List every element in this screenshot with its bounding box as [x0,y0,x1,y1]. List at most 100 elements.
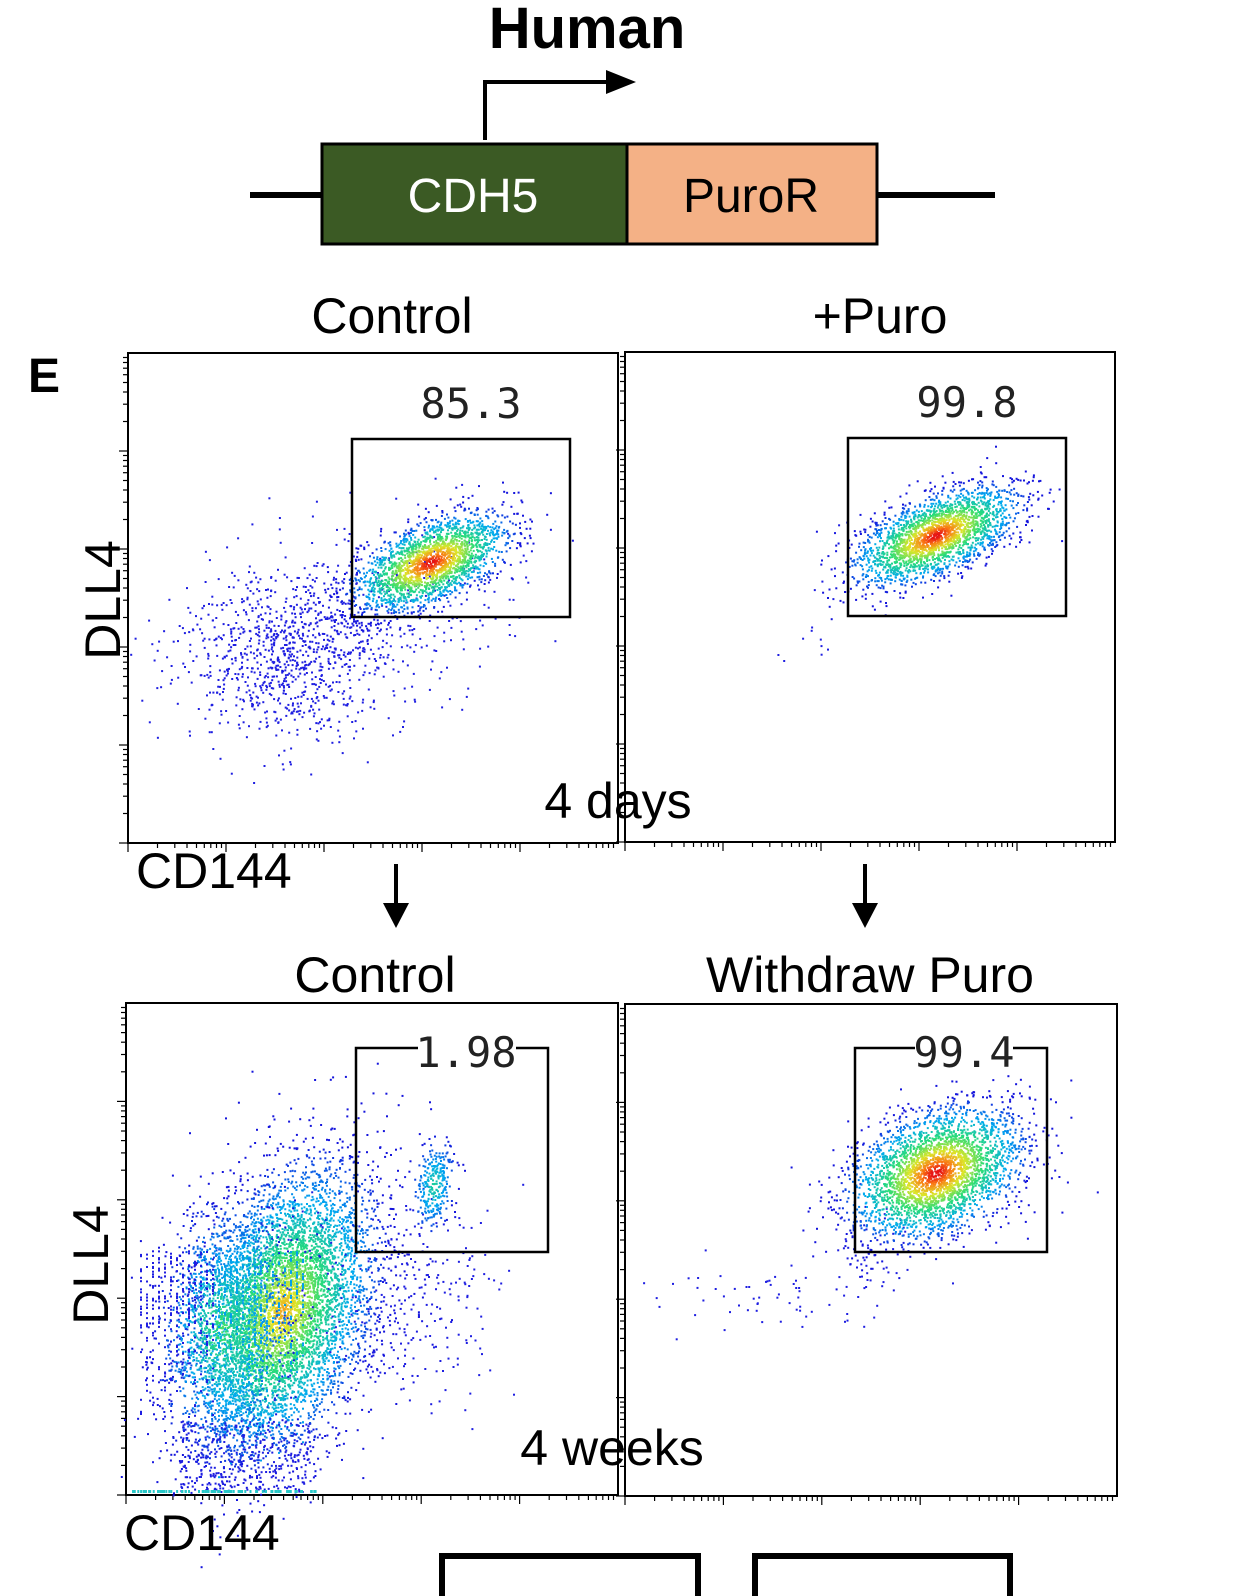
event-dot [235,704,238,707]
event-dot [431,591,434,594]
event-dot [269,658,272,661]
event-dot [425,572,428,575]
event-dot [520,533,523,536]
event-dot [211,603,214,606]
event-dot [289,625,292,628]
event-dot [450,531,453,534]
event-dot [430,566,433,569]
event-dot [492,534,495,537]
event-dot [451,559,454,562]
event-dot [971,541,974,544]
event-dot [312,715,315,718]
event-dot [400,576,403,579]
event-dot [995,531,998,534]
event-dot [953,500,956,503]
event-dot [353,587,356,590]
event-dot [393,578,396,581]
event-dot [387,542,390,545]
event-dot [410,548,413,551]
event-dot [975,522,977,525]
event-dot [442,589,445,592]
event-dot [404,574,406,577]
event-dot [311,578,314,581]
event-dot [965,514,968,517]
event-dot [396,551,399,554]
event-dot [452,523,455,526]
event-dot [448,542,451,545]
event-dot [482,555,484,557]
event-dot [948,571,951,573]
event-dot [469,576,472,579]
event-dot [863,528,866,531]
event-dot [440,563,443,566]
event-dot [1000,527,1003,529]
event-dot [1032,494,1035,497]
event-dot [492,531,495,534]
event-dot [306,611,309,614]
event-dot [401,561,404,564]
event-dot [395,583,398,586]
event-dot [372,597,375,600]
event-dot [380,592,383,595]
event-dot [338,610,341,612]
event-dot [461,579,464,582]
event-dot [290,747,293,750]
event-dot [453,525,456,528]
event-dot [973,546,976,549]
event-dot [362,674,365,677]
event-dot [387,717,390,720]
event-dot [447,525,450,528]
event-dot [372,699,375,702]
event-dot [369,706,372,709]
event-dot [375,601,378,604]
event-dot [234,644,237,646]
event-dot [429,614,432,617]
event-dot [424,507,427,510]
event-dot [209,691,211,694]
event-dot [919,536,922,539]
event-dot [930,578,933,581]
event-dot [391,586,394,589]
event-dot [1016,525,1019,528]
event-dot [884,517,887,519]
event-dot [459,567,462,570]
event-dot [401,564,404,567]
event-dot [327,685,330,688]
event-dot [311,683,314,686]
event-dot [402,569,405,572]
event-dot [430,668,432,671]
event-dot [283,663,286,666]
event-dot [400,646,403,649]
event-dot [463,559,466,562]
event-dot [300,695,303,698]
event-dot [255,695,258,698]
event-dot [407,556,410,559]
event-dot [404,567,407,570]
event-dot [286,576,289,579]
event-dot [884,500,887,503]
event-dot [309,584,312,587]
event-dot [459,620,462,623]
event-dot [401,610,404,613]
event-dot [980,511,983,514]
event-dot [994,546,997,548]
event-dot [246,684,249,687]
event-dot [868,558,871,561]
event-dot [902,560,905,563]
event-dot [475,567,478,570]
event-dot [862,588,865,591]
event-dot [163,630,166,633]
event-dot [492,537,495,540]
event-dot [354,634,357,636]
event-dot [483,545,485,548]
event-dot [404,597,407,600]
event-dot [292,647,295,650]
event-dot [378,559,381,561]
event-dot [308,662,311,665]
event-dot [386,601,389,604]
event-dot [461,555,464,558]
event-dot [940,560,943,563]
event-dot [267,649,270,652]
event-dot [284,629,287,632]
event-dot [314,610,317,613]
